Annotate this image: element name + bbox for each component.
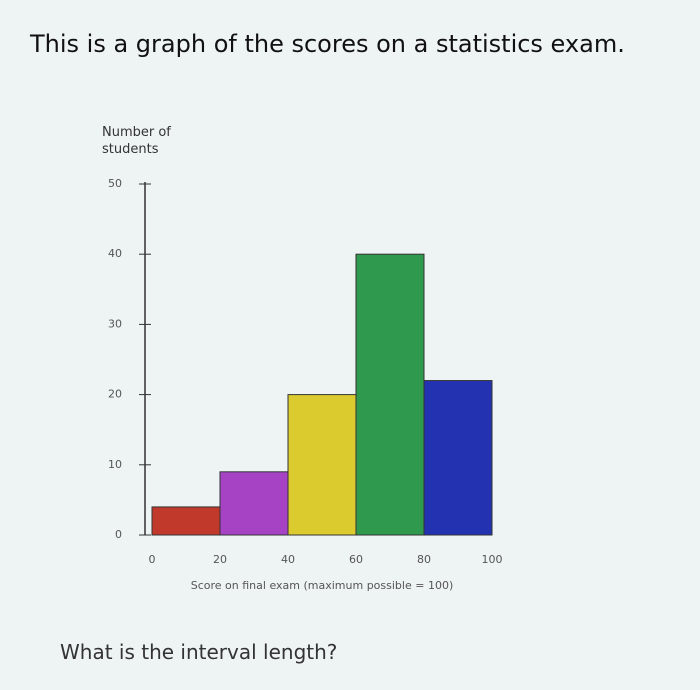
y-tick-label: 30	[108, 317, 122, 330]
bar	[151, 506, 221, 536]
y-tick-label: 40	[108, 247, 122, 260]
y-tick-label: 0	[115, 528, 122, 541]
bar	[355, 253, 425, 536]
y-axis-label: Number of students	[102, 125, 171, 157]
x-tick-label: 60	[349, 553, 363, 566]
prompt: What is the interval length?	[60, 640, 338, 664]
bar	[219, 471, 289, 536]
bar	[423, 380, 493, 536]
y-tick-label: 10	[108, 458, 122, 471]
chart: Score on final exam (maximum possible = …	[108, 177, 503, 592]
question: This is a graph of the scores on a stati…	[30, 30, 625, 58]
x-tick-label: 100	[482, 553, 503, 566]
x-tick-label: 80	[417, 553, 431, 566]
y-tick-label: 20	[108, 388, 122, 401]
x-tick-label: 40	[281, 553, 295, 566]
y-tick-label: 50	[108, 177, 122, 190]
bar	[287, 394, 357, 536]
x-axis-label: Score on final exam (maximum possible = …	[191, 579, 453, 592]
x-tick-label: 20	[213, 553, 227, 566]
x-tick-label: 0	[149, 553, 156, 566]
